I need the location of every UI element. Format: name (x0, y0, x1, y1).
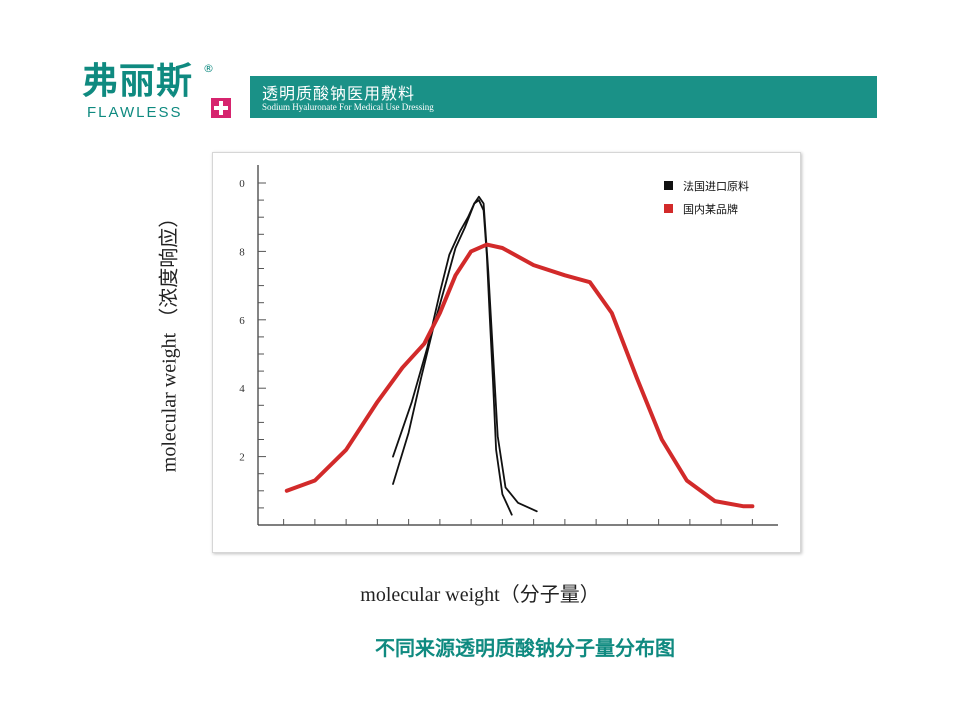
y-axis-label: molecular weight （浓度响应） (158, 207, 181, 473)
medical-cross-icon (211, 98, 231, 118)
y-tick-label: 2 (239, 452, 245, 464)
brand-logo-cn: 弗丽斯 (82, 61, 194, 102)
chart: 2 4 6 8 0 (239, 165, 778, 526)
y-tick-label: 6 (239, 315, 245, 327)
header-banner: 透明质酸钠医用敷料 Sodium Hyaluronate For Medical… (250, 76, 877, 118)
legend-swatch-imported (664, 181, 673, 190)
legend-swatch-domestic (664, 204, 673, 213)
product-title: 透明质酸钠医用敷料 (262, 84, 416, 103)
registered-mark: ® (203, 62, 214, 75)
brand-logo-en: FLAWLESS (87, 104, 183, 121)
series-line-0 (392, 199, 513, 516)
legend-item-imported: 法国进口原料 (664, 174, 749, 197)
series-line-2 (284, 242, 755, 509)
chart-legend: 法国进口原料 国内某品牌 (664, 174, 749, 220)
series-line-1 (392, 195, 538, 513)
figure-caption: 不同来源透明质酸钠分子量分布图 (375, 636, 675, 660)
legend-label-domestic: 国内某品牌 (683, 202, 738, 216)
y-tick-label: 8 (239, 246, 245, 258)
y-tick-label: 4 (239, 383, 245, 395)
y-tick-label: 0 (239, 178, 245, 190)
legend-label-imported: 法国进口原料 (683, 179, 749, 193)
chart-frame: 2 4 6 8 0 (212, 152, 801, 553)
legend-item-domestic: 国内某品牌 (664, 197, 749, 220)
x-axis-label: molecular weight（分子量） (360, 584, 600, 606)
product-subtitle: Sodium Hyaluronate For Medical Use Dress… (262, 102, 434, 112)
